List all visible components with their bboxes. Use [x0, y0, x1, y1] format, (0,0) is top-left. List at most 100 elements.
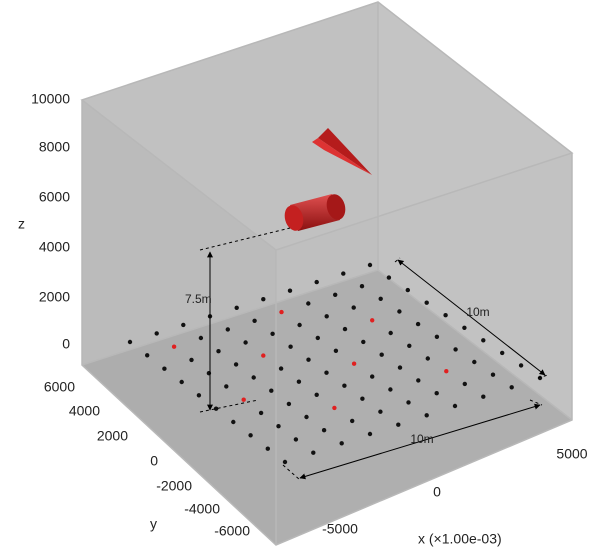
sensor-dot [462, 326, 466, 330]
sensor-dot [397, 309, 401, 313]
z-tick-label: 10000 [31, 91, 70, 107]
sensor-dot [352, 362, 356, 366]
y-axis-label: y [150, 516, 157, 532]
sensor-dot [279, 366, 283, 370]
sensor-dot [500, 351, 504, 355]
sensor-dot [304, 415, 308, 419]
y-tick-label: 0 [150, 453, 158, 469]
y-tick-label: -6000 [214, 523, 250, 539]
sensor-dot [342, 384, 346, 388]
y-length-label: 10m [466, 305, 489, 319]
sensor-dot [435, 391, 439, 395]
sensor-dot [288, 345, 292, 349]
sensor-dot [231, 420, 235, 424]
sensor-dot [380, 353, 384, 357]
sensor-dot [297, 380, 301, 384]
sensor-dot [333, 293, 337, 297]
sensor-dot [266, 447, 270, 451]
sensor-dot [248, 433, 252, 437]
y-tick-label: 4000 [69, 403, 100, 419]
sensor-dot [197, 393, 201, 397]
sensor-dot [242, 398, 246, 402]
x-tick-label: -5000 [322, 521, 358, 537]
sensor-dot [361, 340, 365, 344]
sensor-dot [297, 323, 301, 327]
sensor-dot [343, 327, 347, 331]
sensor-dot [145, 353, 149, 357]
height-label: 7.5m [185, 292, 212, 306]
sensor-dot [269, 389, 273, 393]
sensor-dot [379, 297, 383, 301]
sensor-dot [491, 373, 495, 377]
z-tick-label: 4000 [39, 239, 70, 255]
x-axis-label: x (×1.00e-03) [418, 531, 502, 547]
sensor-dot [368, 263, 372, 267]
sensor-dot [172, 345, 176, 349]
sensor-dot [261, 353, 265, 357]
sensor-dot [252, 375, 256, 379]
sensor-dot [425, 413, 429, 417]
sensor-dot [324, 371, 328, 375]
sensor-dot [287, 402, 291, 406]
sensor-dot [340, 441, 344, 445]
sensor-dot [510, 385, 514, 389]
sensor-dot [435, 335, 439, 339]
sensor-dot [416, 378, 420, 382]
sensor-dot [189, 358, 193, 362]
sensor-dot [352, 305, 356, 309]
sensor-dot [234, 362, 238, 366]
sensor-dot [235, 306, 239, 310]
sensor-dot [407, 344, 411, 348]
sensor-dot [311, 451, 315, 455]
sensor-dot [334, 349, 338, 353]
z-tick-label: 6000 [39, 189, 70, 205]
x-length-label: 10m [410, 432, 433, 446]
sensor-dot [243, 340, 247, 344]
sensor-dot [276, 424, 280, 428]
sensor-dot [199, 336, 203, 340]
sensor-dot [226, 327, 230, 331]
sensor-dot [155, 331, 159, 335]
sensor-dot [453, 347, 457, 351]
sensor-dot [315, 280, 319, 284]
sensor-dot [224, 384, 228, 388]
sensor-dot [443, 313, 447, 317]
sensor-dot [378, 410, 382, 414]
sensor-dot [315, 393, 319, 397]
y-tick-label: -2000 [156, 478, 192, 494]
sensor-dot [128, 340, 132, 344]
sensor-dot [322, 428, 326, 432]
sensor-dot [261, 297, 265, 301]
sensor-dot [416, 322, 420, 326]
sensor-dot [426, 356, 430, 360]
sensor-dot [389, 331, 393, 335]
sensor-dot [387, 275, 391, 279]
sensor-dot [283, 460, 287, 464]
sensor-dot [216, 349, 220, 353]
sensor-dot [288, 289, 292, 293]
sensor-dot [472, 360, 476, 364]
sensor-dot [294, 437, 298, 441]
sensor-dot [360, 397, 364, 401]
sensor-dot [519, 363, 523, 367]
sensor-dot [316, 336, 320, 340]
sensor-dot [306, 358, 310, 362]
sensor-dot [350, 419, 354, 423]
scene: 7.5m 10m 10m z y x (×1.00e-03) 10000 8000… [0, 0, 612, 551]
sensor-dot [279, 310, 283, 314]
sensor-dot [463, 382, 467, 386]
sensor-dot [360, 284, 364, 288]
sensor-dot [259, 411, 263, 415]
sensor-dot [252, 319, 256, 323]
sensor-dot [306, 301, 310, 305]
sensor-dot [481, 395, 485, 399]
y-tick-label: 6000 [44, 379, 75, 395]
y-tick-label: -4000 [184, 501, 220, 517]
z-tick-label: 8000 [39, 139, 70, 155]
sensor-dot [396, 423, 400, 427]
sensor-dot [341, 271, 345, 275]
sensor-dot [370, 374, 374, 378]
z-tick-label: 0 [62, 336, 70, 352]
z-axis-label: z [18, 216, 25, 232]
sensor-dot [368, 432, 372, 436]
